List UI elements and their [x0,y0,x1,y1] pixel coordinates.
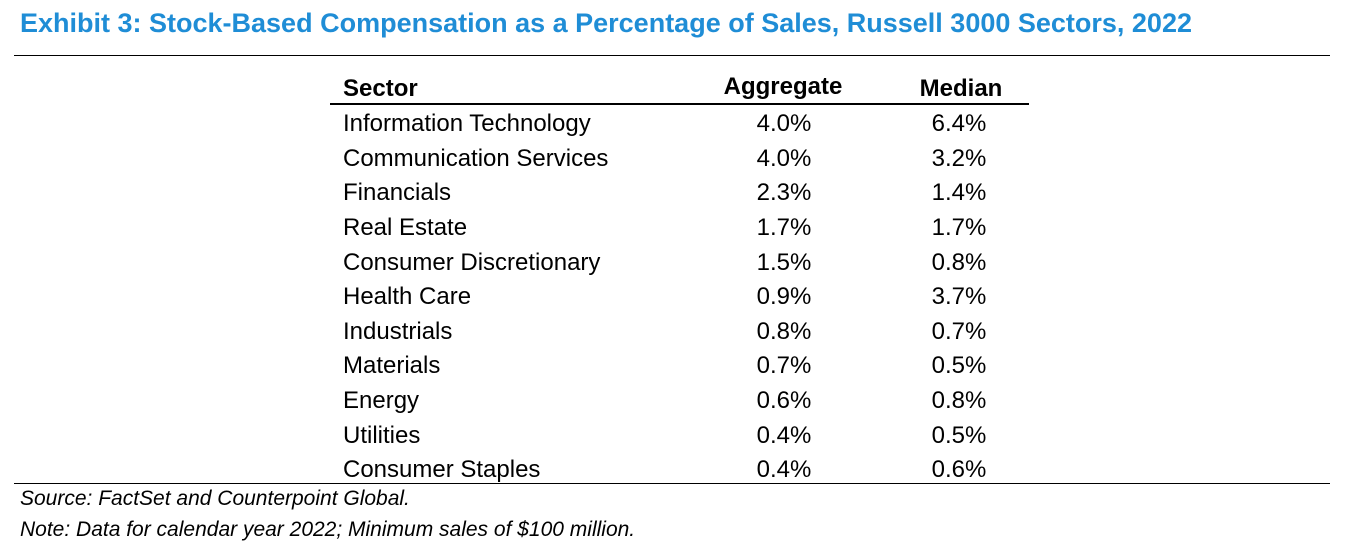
table-row: Consumer Discretionary 1.5% 0.8% [330,245,1029,280]
cell-aggregate: 0.8% [756,317,812,345]
cell-sector: Real Estate [343,214,468,242]
bottom-divider [14,483,1330,484]
table-row: Information Technology 4.0% 6.4% [330,104,1029,142]
cell-aggregate: 1.5% [756,248,812,276]
table-row: Health Care 0.9% 3.7% [330,280,1029,315]
top-divider [14,55,1330,56]
cell-median: 3.2% [931,144,987,172]
header-sector: Sector [330,62,673,105]
sector-table: Sector Aggregate Median Information Tech… [330,62,1029,488]
table-row: Consumer Staples 0.4% 0.6% [330,453,1029,488]
cell-median: 0.6% [931,456,987,484]
table-row: Communication Services 4.0% 3.2% [330,142,1029,177]
table-row: Industrials 0.8% 0.7% [330,315,1029,350]
cell-aggregate: 0.4% [756,456,812,484]
cell-median: 1.7% [931,214,987,242]
cell-median: 0.7% [931,317,987,345]
table-header-row: Sector Aggregate Median [330,62,1029,105]
cell-sector: Consumer Staples [343,456,541,484]
cell-sector: Communication Services [343,144,609,172]
cell-median: 0.5% [931,421,987,449]
cell-sector: Health Care [343,283,472,311]
cell-aggregate: 0.6% [756,387,812,415]
table-row: Financials 2.3% 1.4% [330,176,1029,211]
cell-median: 6.4% [931,110,987,138]
cell-aggregate: 0.7% [756,352,812,380]
cell-aggregate: 0.9% [756,283,812,311]
cell-sector: Consumer Discretionary [343,248,601,276]
header-median: Median [893,62,1029,105]
sector-table-container: Sector Aggregate Median Information Tech… [330,62,1029,488]
header-aggregate: Aggregate [673,62,893,105]
cell-sector: Information Technology [343,110,591,138]
table-row: Utilities 0.4% 0.5% [330,418,1029,453]
cell-median: 0.8% [931,387,987,415]
table-body: Information Technology 4.0% 6.4% Communicat… [330,104,1029,488]
table-row: Real Estate 1.7% 1.7% [330,211,1029,246]
cell-median: 1.4% [931,179,987,207]
table-row: Energy 0.6% 0.8% [330,384,1029,419]
cell-sector: Materials [343,352,441,380]
source-note: Source: FactSet and Counterpoint Global. [20,487,410,510]
cell-median: 3.7% [931,283,987,311]
cell-median: 0.8% [931,248,987,276]
exhibit-title: Exhibit 3: Stock-Based Compensation as a… [20,8,1192,38]
cell-aggregate: 1.7% [756,214,812,242]
cell-sector: Financials [343,179,452,207]
cell-aggregate: 4.0% [756,144,812,172]
cell-sector: Utilities [343,421,421,449]
cell-median: 0.5% [931,352,987,380]
cell-aggregate: 2.3% [756,179,812,207]
header-aggregate-label: Aggregate [723,73,843,100]
cell-aggregate: 4.0% [756,110,812,138]
cell-sector: Energy [343,387,420,415]
cell-aggregate: 0.4% [756,421,812,449]
cell-sector: Industrials [343,317,453,345]
data-note: Note: Data for calendar year 2022; Minim… [20,518,636,541]
table-row: Materials 0.7% 0.5% [330,349,1029,384]
